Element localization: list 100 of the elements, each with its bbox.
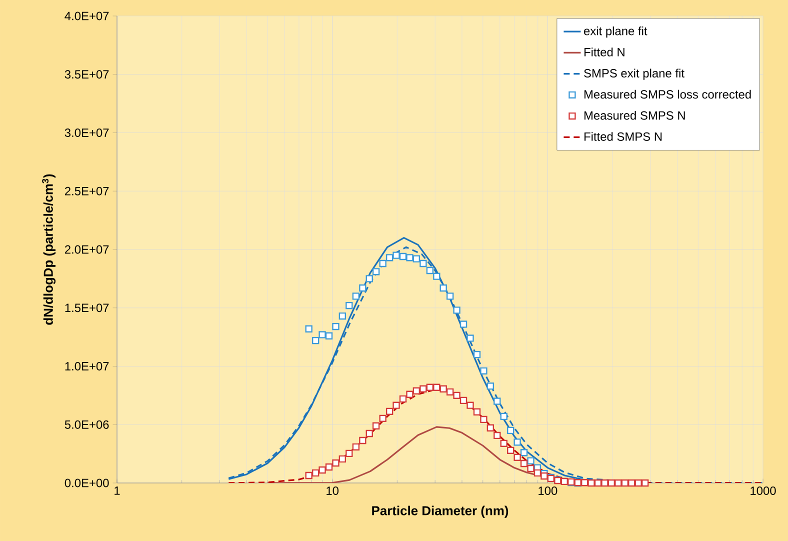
point [372, 268, 380, 276]
point [534, 469, 542, 477]
point [420, 385, 427, 392]
y-tick-label: 3.0E+07 [64, 128, 109, 137]
point [359, 284, 366, 292]
point [621, 479, 629, 487]
point [507, 426, 514, 434]
legend-label: SMPS exit plane fit [584, 68, 684, 80]
point [346, 302, 353, 310]
point [392, 252, 400, 259]
point [332, 459, 340, 467]
point [366, 275, 373, 282]
point [507, 446, 514, 454]
point [500, 412, 508, 420]
point [318, 466, 326, 474]
point [486, 424, 494, 432]
point [332, 322, 340, 330]
point [634, 479, 642, 487]
legend-label: Fitted N [584, 48, 624, 56]
point [642, 479, 649, 487]
point [318, 331, 326, 338]
y-tick-label: 3.5E+07 [64, 70, 109, 79]
point [352, 443, 360, 450]
point [420, 260, 427, 268]
y-tick-label: 2.0E+07 [64, 245, 109, 254]
y-tick-label: 1.5E+07 [65, 304, 109, 312]
point [440, 385, 447, 392]
legend-label: exit plane fit [584, 26, 648, 38]
point [527, 457, 534, 464]
point [399, 252, 407, 260]
y-tick-label: 4.0E+07 [64, 12, 109, 20]
point [386, 408, 394, 416]
point [601, 479, 608, 487]
point [325, 463, 333, 471]
point [494, 398, 501, 405]
point [494, 432, 501, 440]
point [426, 384, 434, 391]
point [352, 292, 360, 300]
point [614, 479, 622, 487]
point [338, 455, 346, 463]
y-axis-title: dN/dlogDp (particle/cm$^{3}$) [42, 174, 56, 325]
point [433, 272, 440, 280]
y-tick-label: 2.5E+07 [64, 186, 109, 196]
point [480, 416, 488, 424]
legend-label: Measured SMPS N [584, 110, 685, 120]
point [453, 392, 460, 400]
point [460, 396, 468, 404]
point [426, 266, 434, 274]
point [540, 472, 548, 480]
x-axis-title: Particle Diameter (nm) [372, 506, 508, 518]
point [433, 384, 440, 391]
point [412, 387, 420, 394]
point [406, 390, 414, 398]
point [466, 402, 474, 409]
point [312, 469, 320, 477]
point [520, 460, 528, 468]
point [346, 450, 353, 458]
point [514, 454, 521, 462]
point [473, 350, 481, 358]
point [460, 320, 468, 328]
point [500, 440, 508, 447]
point [628, 479, 636, 487]
point [588, 479, 595, 487]
point [520, 449, 528, 456]
y-tick-label: 5.0E+06 [64, 420, 109, 429]
point [473, 408, 481, 416]
point [453, 306, 460, 314]
x-tick-label: 100 [538, 486, 558, 495]
point [440, 284, 447, 292]
point [312, 336, 320, 344]
x-tick-label: 1 [114, 486, 120, 495]
point [446, 292, 454, 300]
point [608, 479, 616, 487]
y-tick-label: 0.0E+00 [64, 478, 109, 488]
legend-label: Measured SMPS loss corrected [584, 90, 751, 99]
x-tick-label: 10 [326, 486, 339, 495]
point [366, 430, 373, 438]
point [379, 260, 386, 268]
legend-label: Fitted SMPS N [584, 132, 662, 141]
point [486, 382, 494, 390]
point [527, 464, 534, 472]
point [392, 402, 400, 409]
point [480, 367, 488, 374]
point [325, 332, 333, 340]
point [514, 438, 521, 446]
point [466, 334, 474, 342]
point [305, 472, 312, 480]
point [406, 254, 414, 262]
point [338, 312, 346, 320]
point [379, 414, 386, 422]
point [594, 479, 602, 487]
point [446, 388, 454, 396]
point [386, 254, 394, 262]
point [580, 479, 588, 486]
point [372, 422, 380, 430]
point [305, 325, 312, 332]
point [412, 255, 420, 262]
y-tick-label: 1.0E+07 [65, 362, 109, 370]
point [399, 395, 407, 403]
x-tick-label: 1000 [750, 486, 776, 495]
